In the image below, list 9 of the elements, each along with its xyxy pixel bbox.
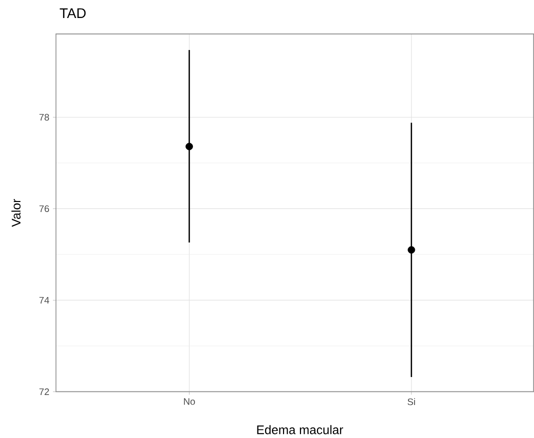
x-tick-label: No [184, 398, 195, 405]
y-tick-label: 74 [39, 297, 50, 304]
chart-title: TAD [60, 8, 86, 18]
y-tick-label: 78 [39, 114, 50, 121]
x-tick-label: Si [408, 398, 415, 406]
y-tick-label: 72 [39, 388, 49, 396]
y-tick-label: 76 [39, 206, 50, 212]
y-axis-title: Valor [11, 199, 21, 227]
x-axis-title: Edema macular [257, 425, 344, 434]
